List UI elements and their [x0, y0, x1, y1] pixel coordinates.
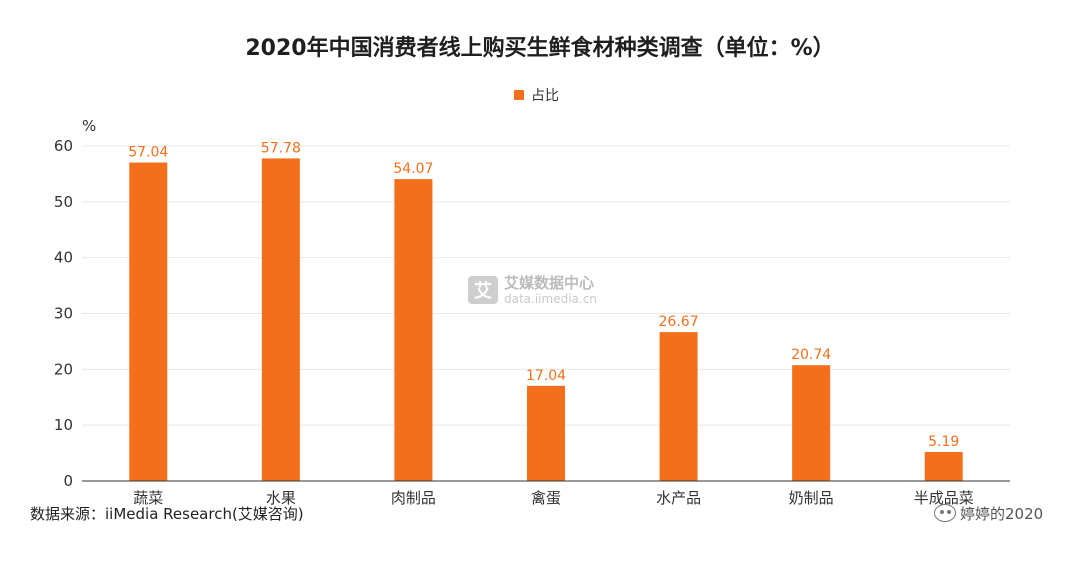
bar: [924, 452, 963, 481]
x-category-label: 水产品: [656, 489, 701, 507]
source-note: 数据来源：iiMedia Research(艾媒咨询): [30, 505, 304, 523]
data-label: 57.04: [128, 145, 168, 161]
watermark-logo-glyph: 艾: [474, 280, 492, 302]
x-category-label: 禽蛋: [531, 489, 561, 507]
y-tick-label: 50: [54, 193, 73, 211]
y-tick-label: 20: [54, 360, 73, 378]
bars: [129, 158, 963, 481]
bar: [792, 365, 831, 481]
y-axis-unit-label: %: [82, 117, 96, 135]
wechat-badge: 婷婷的2020: [934, 501, 1043, 525]
y-tick-label: 60: [54, 137, 73, 155]
bar: [394, 179, 433, 481]
watermark-logo-icon: [468, 276, 498, 304]
data-labels: 57.04 57.78 54.07 17.04 26.67 20.74 5.19: [128, 140, 959, 450]
wechat-account-name: 婷婷的2020: [960, 504, 1044, 523]
y-tick-label: 40: [54, 249, 73, 267]
data-label: 26.67: [659, 314, 699, 330]
data-label: 17.04: [526, 368, 566, 384]
x-category-label: 半成品菜: [914, 489, 974, 507]
bar: [659, 332, 698, 481]
x-category-label: 蔬菜: [133, 489, 163, 507]
watermark-url: data.iimedia.cn: [504, 292, 597, 306]
legend-swatch: [514, 90, 524, 100]
data-label: 57.78: [261, 140, 301, 156]
watermark: 艾 艾媒数据中心 data.iimedia.cn: [468, 274, 597, 306]
y-tick-label: 10: [54, 416, 73, 434]
x-category-label: 奶制品: [789, 489, 834, 507]
bar: [129, 162, 168, 481]
data-label: 5.19: [928, 434, 959, 450]
x-category-label: 水果: [266, 489, 296, 507]
chart-title: 2020年中国消费者线上购买生鲜食材种类调查（单位：%）: [245, 35, 834, 61]
data-label: 54.07: [393, 161, 433, 177]
gridlines: [82, 145, 1010, 426]
watermark-name: 艾媒数据中心: [504, 274, 594, 292]
bar: [527, 385, 565, 481]
legend: 占比: [514, 88, 559, 104]
data-label: 20.74: [791, 347, 831, 363]
legend-label: 占比: [531, 88, 559, 104]
wechat-icon: [934, 504, 956, 522]
x-category-label: 肉制品: [391, 489, 436, 507]
y-tick-label: 30: [54, 305, 73, 323]
y-tick-label: 0: [63, 472, 73, 490]
x-axis-categories: 蔬菜 水果 肉制品 禽蛋 水产品 奶制品 半成品菜: [133, 489, 973, 507]
bar: [261, 158, 300, 481]
y-axis-ticks: 0 10 20 30 40 50 60: [54, 137, 73, 490]
